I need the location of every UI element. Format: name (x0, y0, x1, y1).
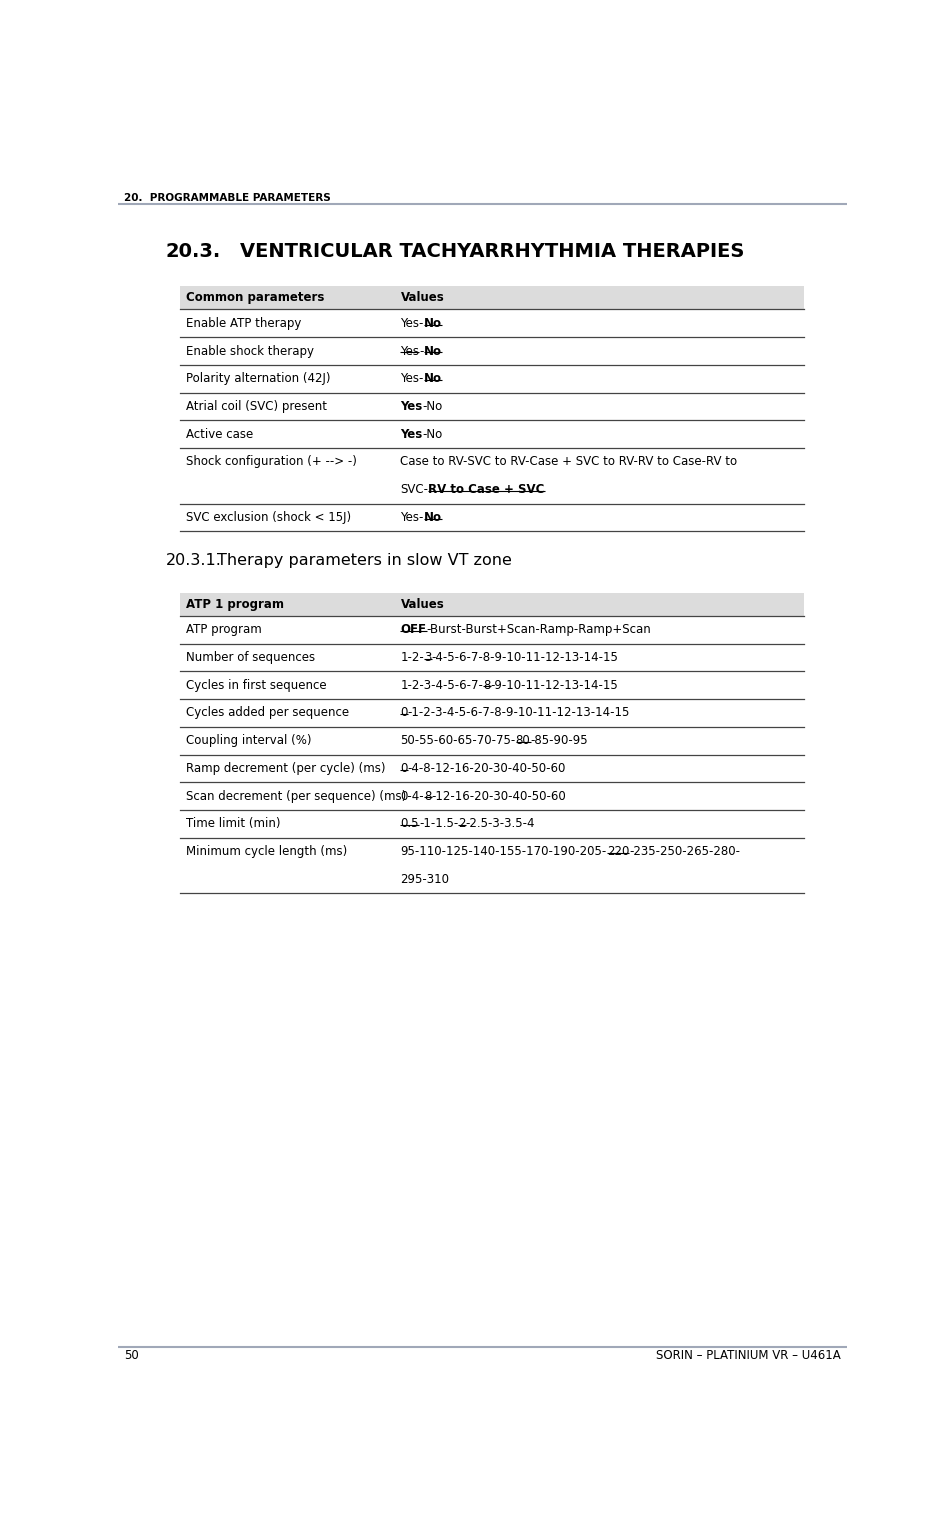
Text: -9-10-11-12-13-14-15: -9-10-11-12-13-14-15 (491, 679, 618, 691)
Text: -Burst-Burst+Scan-Ramp-Ramp+Scan: -Burst-Burst+Scan-Ramp-Ramp+Scan (426, 624, 651, 636)
Text: -2.5-3-3.5-4: -2.5-3-3.5-4 (466, 817, 535, 831)
Text: ATP program: ATP program (185, 624, 262, 636)
Text: Cycles added per sequence: Cycles added per sequence (185, 707, 349, 719)
Text: Minimum cycle length (ms): Minimum cycle length (ms) (185, 845, 347, 858)
Text: -4-5-6-7-8-9-10-11-12-13-14-15: -4-5-6-7-8-9-10-11-12-13-14-15 (432, 652, 618, 664)
Text: -1-1.5-: -1-1.5- (419, 817, 458, 831)
Text: 20.  PROGRAMMABLE PARAMETERS: 20. PROGRAMMABLE PARAMETERS (124, 193, 330, 204)
Text: Common parameters: Common parameters (185, 291, 325, 305)
Text: No: No (423, 345, 442, 357)
Text: Active case: Active case (185, 428, 253, 440)
Text: Shock configuration (+ --> -): Shock configuration (+ --> -) (185, 455, 357, 469)
Text: 80: 80 (516, 734, 531, 747)
Text: Yes: Yes (401, 345, 420, 357)
Text: 1-2-3-4-5-6-7-: 1-2-3-4-5-6-7- (401, 679, 484, 691)
Text: 3: 3 (424, 652, 432, 664)
Text: Time limit (min): Time limit (min) (185, 817, 280, 831)
Text: SVC exclusion (shock < 15J): SVC exclusion (shock < 15J) (185, 510, 351, 524)
Text: Values: Values (401, 291, 444, 305)
Text: -No: -No (423, 400, 443, 412)
Text: Polarity alternation (42J): Polarity alternation (42J) (185, 373, 330, 385)
Text: Enable shock therapy: Enable shock therapy (185, 345, 314, 357)
Text: RV to Case + SVC: RV to Case + SVC (428, 483, 545, 497)
Text: Enable ATP therapy: Enable ATP therapy (185, 317, 301, 330)
Text: -4-8-12-16-20-30-40-50-60: -4-8-12-16-20-30-40-50-60 (407, 762, 566, 774)
Text: Case to RV-SVC to RV-Case + SVC to RV-RV to Case-RV to: Case to RV-SVC to RV-Case + SVC to RV-RV… (401, 455, 738, 469)
Text: 50-55-60-65-70-75-: 50-55-60-65-70-75- (401, 734, 516, 747)
Text: -No: -No (423, 428, 443, 440)
Text: No: No (423, 510, 442, 524)
Text: Yes-: Yes- (401, 373, 423, 385)
Text: VENTRICULAR TACHYARRHYTHMIA THERAPIES: VENTRICULAR TACHYARRHYTHMIA THERAPIES (240, 242, 744, 261)
Text: OFF: OFF (401, 624, 426, 636)
Text: 95-110-125-140-155-170-190-205-: 95-110-125-140-155-170-190-205- (401, 845, 607, 858)
Text: 295-310: 295-310 (401, 872, 450, 886)
Text: Yes: Yes (401, 400, 423, 412)
Text: Coupling interval (%): Coupling interval (%) (185, 734, 311, 747)
Text: Ramp decrement (per cycle) (ms): Ramp decrement (per cycle) (ms) (185, 762, 385, 774)
Text: 8: 8 (484, 679, 491, 691)
Text: Yes-: Yes- (401, 510, 423, 524)
Text: Scan decrement (per sequence) (ms): Scan decrement (per sequence) (ms) (185, 789, 407, 803)
Text: Yes: Yes (401, 428, 423, 440)
Text: Yes-: Yes- (401, 317, 423, 330)
Text: 0: 0 (401, 707, 407, 719)
Text: 0: 0 (401, 762, 407, 774)
Text: Number of sequences: Number of sequences (185, 652, 315, 664)
Text: -: - (420, 345, 423, 357)
Text: Therapy parameters in slow VT zone: Therapy parameters in slow VT zone (216, 553, 512, 567)
Text: 50: 50 (124, 1349, 138, 1363)
Text: 20.3.1.: 20.3.1. (166, 553, 221, 567)
Text: 0.5: 0.5 (401, 817, 419, 831)
Text: ATP 1 program: ATP 1 program (185, 598, 284, 610)
Bar (180, 593, 805, 616)
Text: 8: 8 (424, 789, 432, 803)
Text: -1-2-3-4-5-6-7-8-9-10-11-12-13-14-15: -1-2-3-4-5-6-7-8-9-10-11-12-13-14-15 (407, 707, 630, 719)
Text: 0-4-: 0-4- (401, 789, 424, 803)
Text: Cycles in first sequence: Cycles in first sequence (185, 679, 327, 691)
Text: -235-250-265-280-: -235-250-265-280- (630, 845, 741, 858)
Text: Values: Values (401, 598, 444, 610)
Text: 220: 220 (607, 845, 630, 858)
Text: Atrial coil (SVC) present: Atrial coil (SVC) present (185, 400, 327, 412)
Text: No: No (423, 373, 442, 385)
Text: -85-90-95: -85-90-95 (531, 734, 588, 747)
Text: -12-16-20-30-40-50-60: -12-16-20-30-40-50-60 (432, 789, 566, 803)
Text: 1-2-: 1-2- (401, 652, 424, 664)
Text: 2: 2 (458, 817, 466, 831)
Text: SVC-: SVC- (401, 483, 428, 497)
Text: No: No (423, 317, 442, 330)
Text: SORIN – PLATINIUM VR – U461A: SORIN – PLATINIUM VR – U461A (656, 1349, 840, 1363)
Text: 20.3.: 20.3. (166, 242, 221, 261)
Bar (180, 287, 805, 310)
